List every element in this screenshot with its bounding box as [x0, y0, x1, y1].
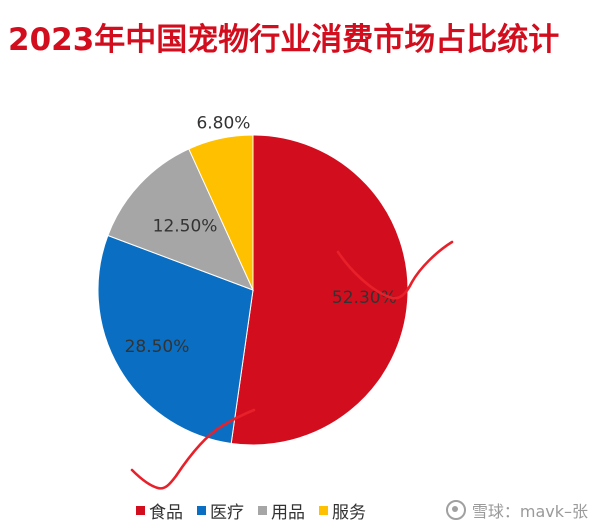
- annotation-check-lower: [130, 408, 256, 490]
- legend-swatch: [136, 506, 145, 515]
- annotation-marks: [130, 240, 454, 490]
- legend-item-supplies: 用品: [258, 498, 305, 523]
- slice-medical-label: 28.50%: [125, 337, 190, 357]
- slice-food: [230, 134, 409, 446]
- slice-medical: [97, 234, 254, 445]
- legend-item-food: 食品: [136, 498, 183, 523]
- legend-item-services: 服务: [319, 498, 366, 523]
- snowball-logo-icon: [445, 500, 466, 520]
- pie-slices: [97, 134, 409, 446]
- watermark: 雪球：mavk–张: [445, 498, 588, 522]
- legend-label: 用品: [271, 503, 305, 523]
- slice-supplies: [107, 148, 254, 291]
- legend-label: 服务: [332, 503, 366, 523]
- legend-swatch: [197, 506, 206, 515]
- legend-item-medical: 医疗: [197, 498, 244, 523]
- chart-title: 2023年中国宠物行业消费市场占比统计: [8, 22, 560, 58]
- slice-supplies-label: 12.50%: [153, 216, 218, 236]
- chart-legend: 食品 医疗 用品 服务: [136, 498, 366, 523]
- annotation-check-upper: [336, 240, 454, 300]
- legend-label: 食品: [149, 503, 183, 523]
- slice-food-label: 52.30%: [332, 288, 397, 308]
- watermark-text: 雪球：mavk–张: [471, 502, 588, 521]
- legend-swatch: [319, 506, 328, 515]
- legend-label: 医疗: [210, 503, 244, 523]
- slice-services: [188, 134, 254, 291]
- slice-services-label: 6.80%: [196, 114, 250, 134]
- legend-swatch: [258, 506, 267, 515]
